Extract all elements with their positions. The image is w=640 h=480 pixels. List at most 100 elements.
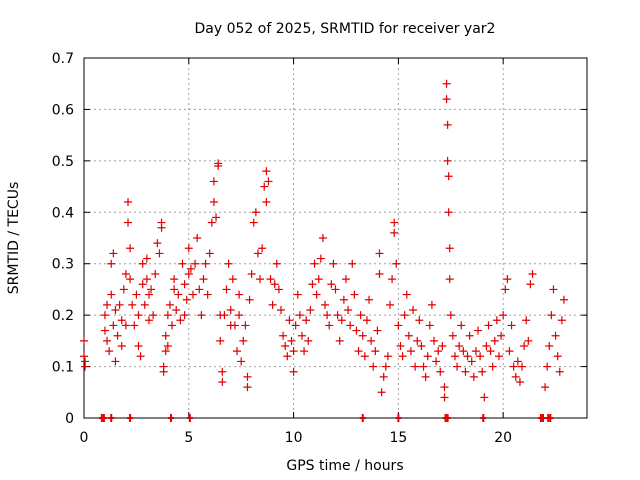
data-point xyxy=(436,367,445,376)
zero-point xyxy=(359,414,366,422)
data-point xyxy=(277,306,286,314)
data-point xyxy=(224,259,233,268)
data-point xyxy=(396,342,405,350)
data-point xyxy=(398,352,407,361)
data-point xyxy=(203,290,212,299)
data-points xyxy=(80,79,568,422)
data-point xyxy=(482,342,491,350)
data-point xyxy=(124,198,133,206)
data-point xyxy=(109,321,118,330)
data-point xyxy=(258,244,267,253)
data-point xyxy=(180,311,189,320)
data-point xyxy=(367,336,376,345)
data-point xyxy=(457,321,466,330)
data-point xyxy=(272,259,281,268)
data-point xyxy=(168,321,177,330)
data-point xyxy=(325,321,334,330)
data-point xyxy=(465,331,474,340)
data-point xyxy=(172,306,181,314)
y-axis-label: SRMTID / TECUs xyxy=(6,182,22,295)
y-tick-label: 0 xyxy=(65,411,74,427)
data-point xyxy=(522,316,531,325)
data-point xyxy=(365,295,374,304)
data-point xyxy=(81,357,90,366)
data-point xyxy=(142,254,151,263)
y-tick-label: 0.4 xyxy=(52,205,74,221)
data-point xyxy=(128,300,137,309)
data-point xyxy=(186,264,195,273)
data-point xyxy=(138,259,147,268)
data-point xyxy=(356,311,365,320)
data-point xyxy=(220,311,229,320)
data-point xyxy=(524,336,533,345)
data-point xyxy=(430,336,439,345)
data-point xyxy=(442,79,451,88)
data-point xyxy=(448,331,457,340)
y-tick-label: 0.2 xyxy=(52,308,74,324)
data-point xyxy=(377,388,386,397)
data-point xyxy=(218,367,227,376)
data-point xyxy=(115,300,124,309)
data-point xyxy=(195,285,204,294)
chart-title: Day 052 of 2025, SRMTID for receiver yar… xyxy=(195,21,496,37)
data-point xyxy=(388,275,397,284)
data-point xyxy=(245,295,254,304)
data-point xyxy=(474,326,483,335)
data-point xyxy=(518,362,527,371)
data-point xyxy=(241,321,250,330)
data-point xyxy=(209,198,218,206)
data-point xyxy=(480,393,489,402)
data-point xyxy=(197,311,206,320)
data-point xyxy=(553,352,562,361)
data-point xyxy=(161,331,170,340)
data-point xyxy=(262,167,271,176)
data-point xyxy=(463,352,472,361)
data-point xyxy=(440,393,449,402)
y-tick-label: 0.3 xyxy=(52,257,74,273)
zero-point xyxy=(547,414,554,422)
data-point xyxy=(157,223,166,232)
zero-point xyxy=(167,414,174,422)
data-point xyxy=(180,280,189,289)
data-point xyxy=(450,352,459,361)
data-point xyxy=(103,300,112,309)
data-point xyxy=(362,316,371,325)
data-point xyxy=(134,342,143,350)
data-point xyxy=(551,331,560,340)
data-point xyxy=(467,357,476,366)
zero-point xyxy=(108,414,115,422)
data-point xyxy=(385,300,394,309)
data-point xyxy=(281,342,290,350)
data-point xyxy=(289,367,298,376)
data-point xyxy=(459,347,468,356)
data-point xyxy=(492,316,501,325)
data-point xyxy=(212,213,221,222)
data-point xyxy=(394,321,403,330)
data-point xyxy=(297,331,306,340)
data-point xyxy=(526,280,535,289)
data-point xyxy=(178,259,187,268)
data-point xyxy=(100,311,109,320)
data-point xyxy=(251,208,260,217)
data-point xyxy=(121,321,130,330)
data-point xyxy=(302,316,311,325)
data-point xyxy=(130,321,139,330)
data-point xyxy=(239,336,248,345)
y-axis: 0 0.1 0.2 0.3 0.4 0.5 0.6 0.7 xyxy=(52,51,587,427)
data-point xyxy=(321,300,330,309)
data-point xyxy=(341,275,350,284)
data-point xyxy=(205,249,214,258)
data-point xyxy=(379,372,388,381)
data-point xyxy=(132,290,141,299)
data-point xyxy=(232,347,241,356)
x-axis-label: GPS time / hours xyxy=(286,458,403,474)
data-point xyxy=(445,244,454,253)
data-point xyxy=(144,316,153,325)
data-point xyxy=(494,352,503,361)
data-point xyxy=(423,352,432,361)
data-point xyxy=(427,300,436,309)
data-point xyxy=(390,228,399,237)
data-point xyxy=(406,347,415,356)
data-point xyxy=(453,362,462,371)
data-point xyxy=(327,280,336,289)
